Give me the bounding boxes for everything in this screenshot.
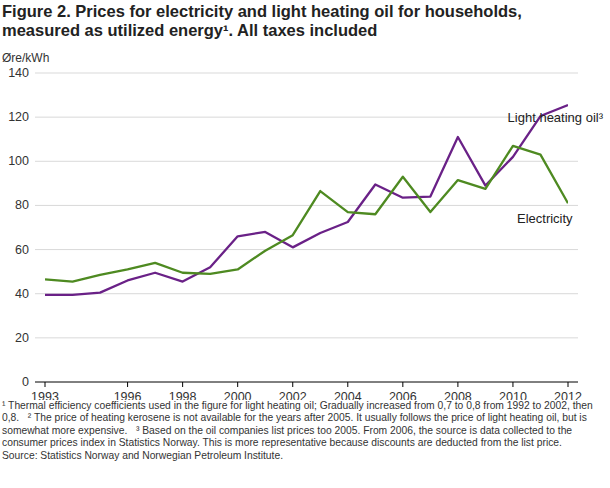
x-tick — [457, 382, 458, 387]
footnote-text: ¹ Thermal efficiency coefficients used i… — [2, 400, 606, 450]
x-tick — [568, 382, 569, 387]
x-tick — [347, 382, 348, 387]
grid-line — [35, 337, 578, 338]
y-tick-label: 80 — [15, 198, 29, 212]
grid-line — [35, 205, 578, 206]
grid-line — [35, 117, 578, 118]
series-label: Light heating oil³ — [508, 110, 604, 125]
series-line — [45, 146, 568, 282]
y-axis-label: Øre/kWh — [2, 51, 49, 65]
plot-area — [45, 105, 568, 295]
x-tick-label: 2002 — [279, 390, 307, 400]
x-tick — [182, 382, 183, 387]
x-tick — [237, 382, 238, 387]
x-tick — [292, 382, 293, 387]
y-tick-label: 60 — [15, 243, 29, 257]
series-label: Electricity — [517, 211, 573, 226]
x-tick — [45, 382, 46, 387]
y-tick-label: 100 — [8, 154, 29, 168]
footnotes: ¹ Thermal efficiency coefficients used i… — [2, 400, 606, 462]
x-tick — [127, 382, 128, 387]
series-line — [45, 105, 568, 295]
source: Source: Statistics Norway and Norwegian … — [2, 450, 606, 462]
title: Figure 2. Prices for electricity and lig… — [2, 2, 602, 40]
y-tick-label: 0 — [22, 375, 29, 389]
x-tick-label: 2000 — [224, 390, 252, 400]
grid-line — [35, 161, 578, 162]
x-tick — [512, 382, 513, 387]
x-tick-label: 2008 — [444, 390, 472, 400]
x-tick-label: 1993 — [31, 390, 59, 400]
grid-line — [35, 249, 578, 250]
x-axis — [35, 382, 578, 383]
y-tick-label: 140 — [8, 66, 29, 80]
x-tick-label: 1996 — [114, 390, 142, 400]
x-tick-label: 2006 — [389, 390, 417, 400]
y-tick-label: 40 — [15, 287, 29, 301]
chart: 0 20 40 60 80 100 120 140Øre/kWh 1993 1996 1998 200… — [0, 0, 610, 400]
x-tick-label: 2010 — [499, 390, 527, 400]
y-tick-label: 120 — [8, 110, 29, 124]
x-tick-label: 1998 — [169, 390, 197, 400]
x-tick-label: 2012 — [554, 390, 582, 400]
x-tick — [402, 382, 403, 387]
grid-line — [35, 73, 578, 74]
grid-line — [35, 293, 578, 294]
x-tick-label: 2004 — [334, 390, 362, 400]
y-tick-label: 20 — [15, 331, 29, 345]
